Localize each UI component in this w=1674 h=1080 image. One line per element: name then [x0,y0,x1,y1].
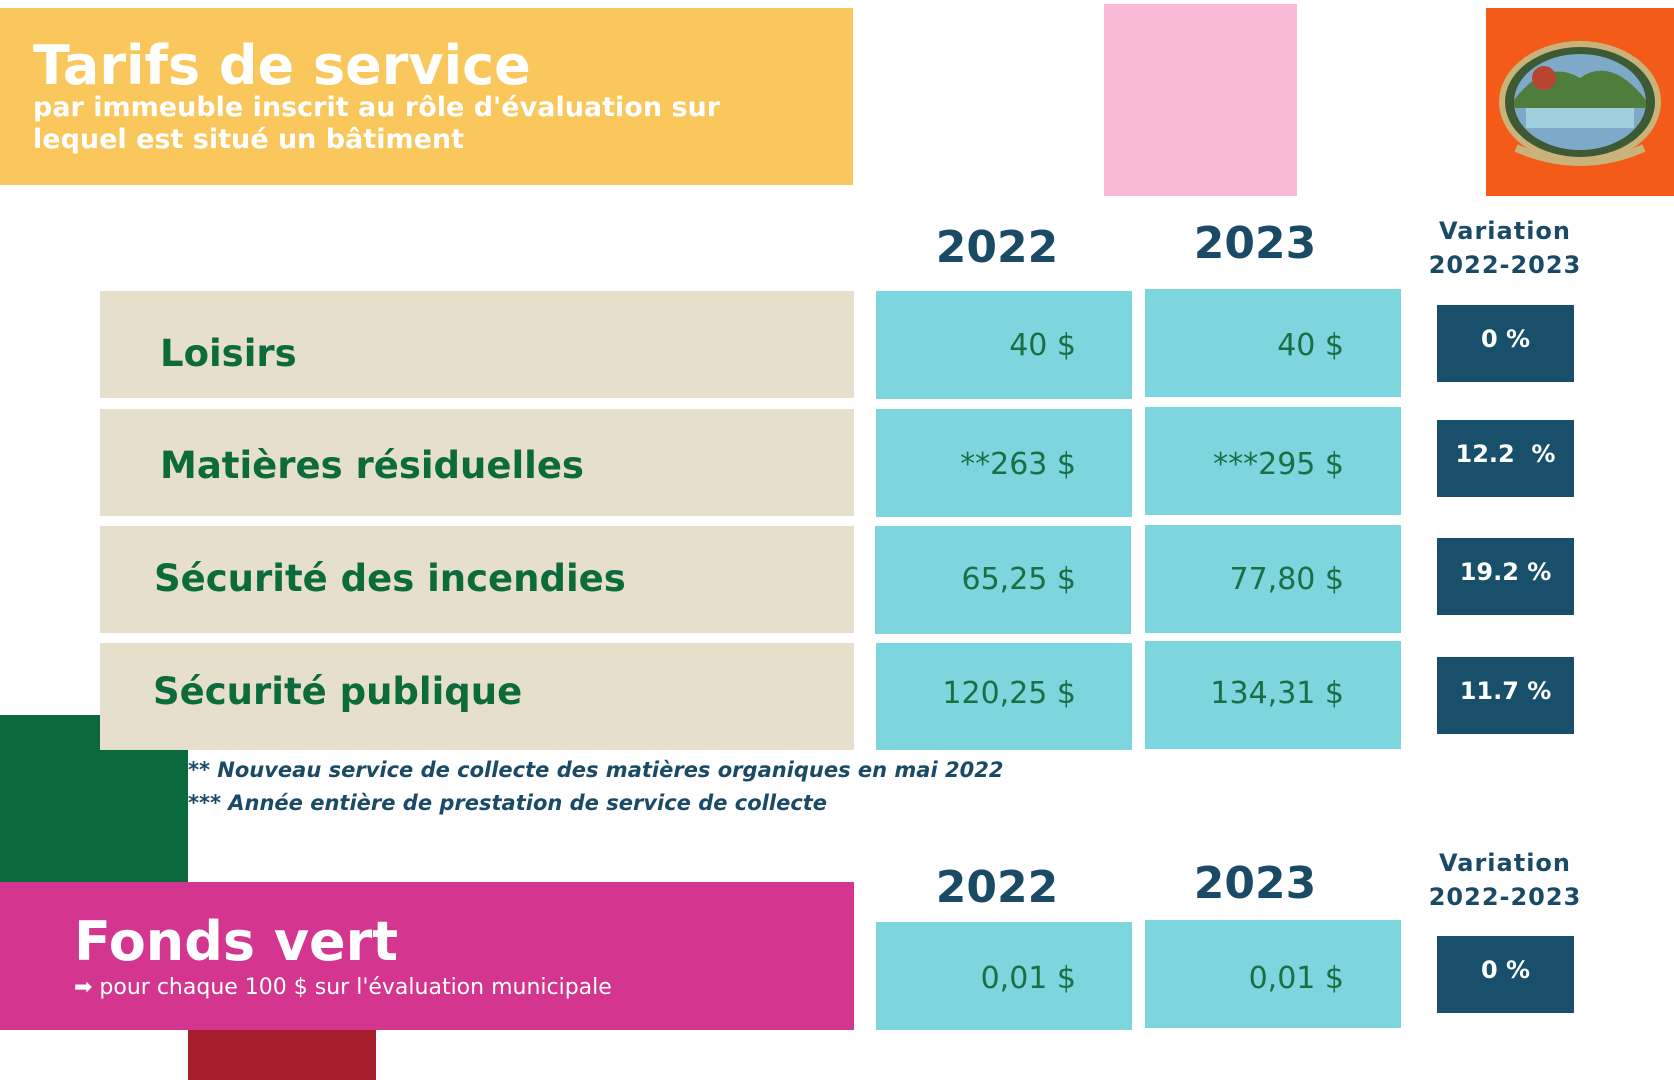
cell-2022 [876,922,1132,1030]
fonds-variation-header-line2: 2022-2023 [1428,883,1582,911]
variation-badge: 0 % [1437,305,1574,382]
cell-2022 [876,643,1132,750]
cell-2022 [876,409,1132,517]
decorative-pink-block [1104,4,1297,196]
value-2023-matieres: ***295 $ [1213,447,1344,482]
value-2023-incendies: 77,80 $ [1229,562,1344,597]
variation-header-line2: 2022-2023 [1428,251,1582,279]
variation-badge: 0 % [1437,936,1574,1013]
page-subtitle: par immeuble inscrit au rôle d'évaluatio… [33,92,721,155]
fonds-variation-header-line1: Variation [1439,849,1571,877]
page-title: Tarifs de service [33,34,531,97]
fonds-column-header-2023: 2023 [1193,858,1317,909]
fonds-vert-subtitle: ➡ pour chaque 100 $ sur l'évaluation mun… [74,975,612,1000]
cell-2023 [1145,289,1401,397]
row-label-securite-incendies: Sécurité des incendies [154,557,626,600]
fonds-vert-title: Fonds vert [74,910,399,973]
row-label-box [100,409,854,516]
fonds-value-2022: 0,01 $ [980,961,1076,996]
variation-incendies: 19.2 % [1459,558,1552,586]
cell-2023 [1145,641,1401,749]
municipal-emblem-icon [1499,41,1661,166]
variation-header-line1: Variation [1439,217,1571,245]
cell-2023 [1145,920,1401,1028]
column-header-variation: Variation 2022-2023 [1415,214,1595,282]
value-2023-loisirs: 40 $ [1277,328,1344,363]
cell-2023 [1145,525,1401,633]
variation-badge: 11.7 % [1437,657,1574,734]
fonds-vert-banner [0,882,854,1030]
logo-panel [1486,8,1674,196]
value-2023-publique: 134,31 $ [1210,676,1344,711]
variation-loisirs: 0 % [1480,325,1531,353]
row-label-matieres-residuelles: Matières résiduelles [160,444,584,487]
footnote-1: ** Nouveau service de collecte des matiè… [188,758,1004,782]
cell-2023 [1145,407,1401,515]
footnote-2: *** Année entière de prestation de servi… [188,791,828,815]
value-2022-loisirs: 40 $ [1009,328,1076,363]
decorative-red-block [188,1030,376,1080]
fonds-value-2023: 0,01 $ [1248,961,1344,996]
variation-publique: 11.7 % [1459,677,1552,705]
row-label-loisirs: Loisirs [160,332,297,375]
value-2022-matieres: **263 $ [960,447,1076,482]
value-2022-publique: 120,25 $ [942,676,1076,711]
cell-2022 [876,291,1132,399]
cell-2022 [875,526,1131,634]
row-label-box [100,291,854,398]
fonds-column-header-variation: Variation 2022-2023 [1415,846,1595,914]
column-header-2022: 2022 [935,222,1059,273]
variation-badge: 19.2 % [1437,538,1574,615]
column-header-2023: 2023 [1193,218,1317,269]
header-banner [0,8,853,185]
row-label-box [100,526,854,633]
fonds-column-header-2022: 2022 [935,862,1059,913]
row-label-box [100,643,854,750]
variation-matieres: 12.2 % [1455,440,1556,468]
fonds-variation: 0 % [1480,956,1531,984]
variation-badge: 12.2 % [1437,420,1574,497]
row-label-securite-publique: Sécurité publique [153,670,523,713]
value-2022-incendies: 65,25 $ [961,562,1076,597]
